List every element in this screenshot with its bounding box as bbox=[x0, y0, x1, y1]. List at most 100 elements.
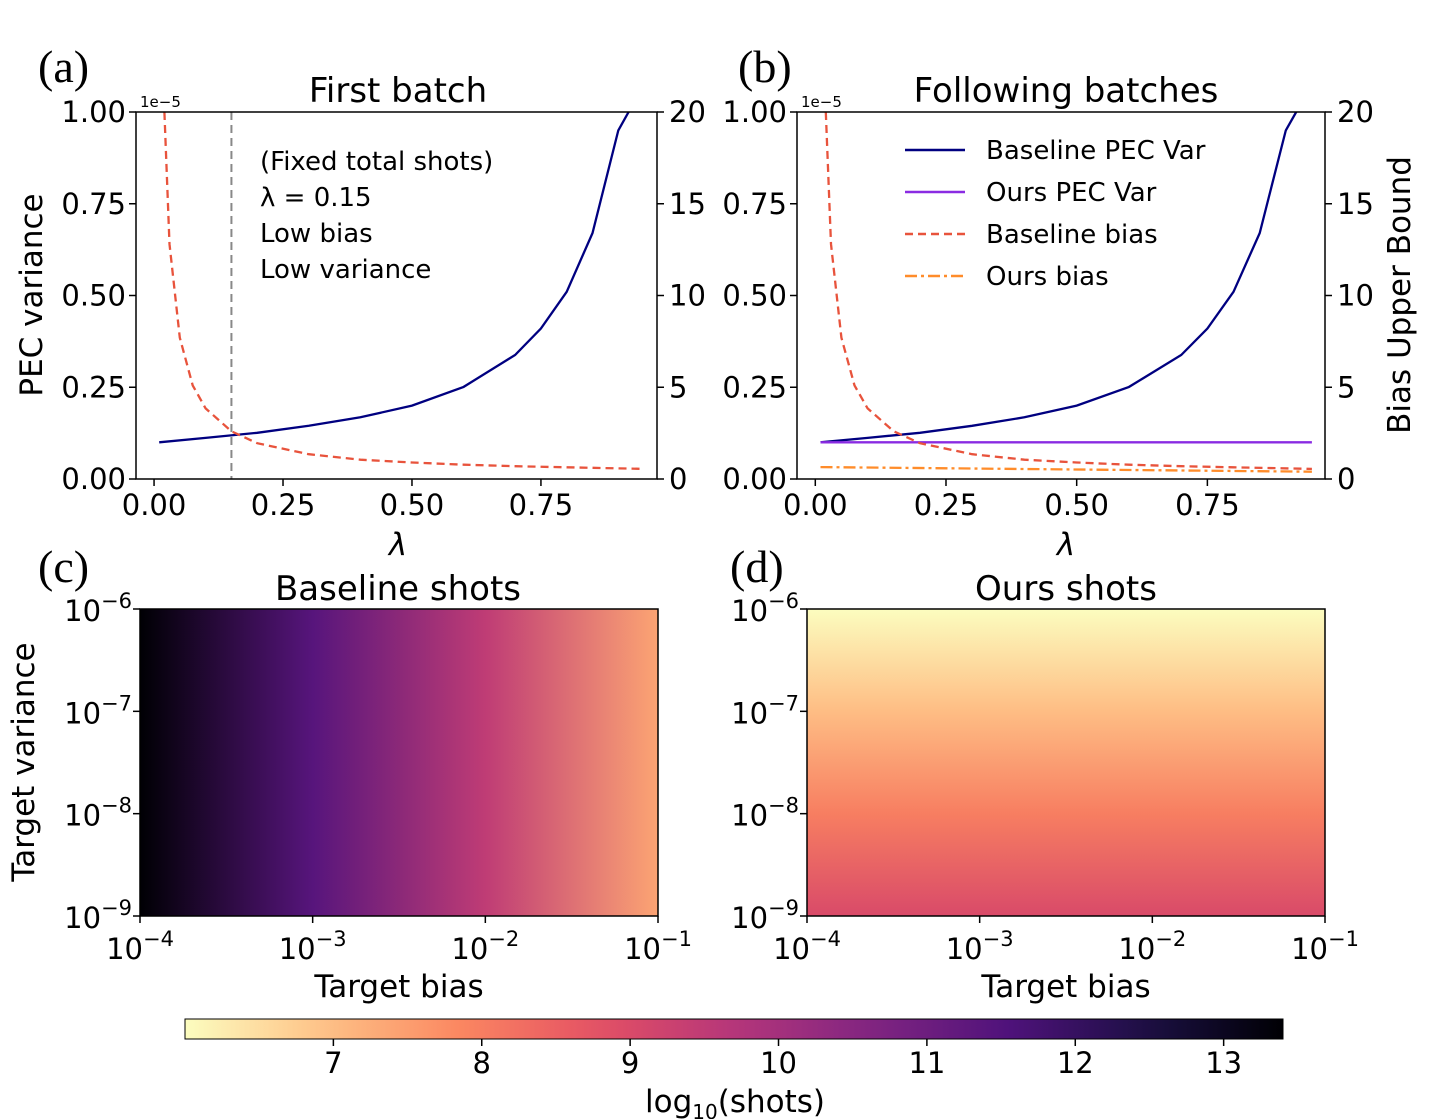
panel-c-xlabel: Target bias bbox=[313, 969, 483, 1005]
x-tick-label: 0.75 bbox=[1175, 488, 1240, 522]
log-tick-label: 10−6 bbox=[731, 589, 799, 628]
colorbar-tick-label: 11 bbox=[908, 1046, 945, 1080]
log-tick-label: 10−3 bbox=[279, 927, 347, 966]
log-tick-label: 10−2 bbox=[451, 927, 519, 966]
legend-label-ours-bias: Ours bias bbox=[986, 262, 1109, 292]
y-right-tick-label: 20 bbox=[1337, 95, 1374, 129]
y-right-tick-label: 0 bbox=[669, 462, 687, 496]
legend: Baseline PEC Var Ours PEC Var Baseline b… bbox=[905, 136, 1206, 292]
panel-a-series bbox=[159, 112, 645, 471]
y-tick-label: 0.75 bbox=[61, 187, 126, 221]
y-right-tick-label: 20 bbox=[669, 95, 706, 129]
y-tick-label: 0.25 bbox=[722, 370, 787, 404]
y-right-tick-label: 15 bbox=[669, 187, 706, 221]
y-tick-label: 0.00 bbox=[722, 462, 787, 496]
y-tick-label: 1.00 bbox=[722, 95, 787, 129]
panel-d-letter: (d) bbox=[730, 541, 784, 592]
log-tick-label: 10−3 bbox=[946, 927, 1014, 966]
panel-a-ticks: 0.00 0.25 0.50 0.75 0.00 0.25 0.50 0.75 1.00 0 5 10… bbox=[61, 95, 705, 522]
y-right-tick-label: 15 bbox=[1337, 187, 1374, 221]
panel-a-xlabel: λ bbox=[387, 527, 407, 563]
x-tick-label: 0.50 bbox=[380, 488, 445, 522]
log-tick-label: 10−4 bbox=[106, 927, 174, 966]
series-line-3 bbox=[820, 465, 1312, 473]
y-tick-label: 0.50 bbox=[722, 279, 787, 313]
baseline-heatmap bbox=[140, 609, 658, 916]
legend-label-baseline-var: Baseline PEC Var bbox=[986, 136, 1206, 166]
series-line-2 bbox=[824, 112, 1312, 471]
annotation-line-4: Low variance bbox=[260, 255, 431, 285]
panel-b-ticks: 0.00 0.25 0.50 0.75 0.00 0.25 0.50 0.75 1.00 0 5 10… bbox=[722, 95, 1373, 522]
panel-b: 0.00 0.25 0.50 0.75 0.00 0.25 0.50 0.75 1.00 0 5 10… bbox=[722, 93, 1418, 563]
y-tick-label: 0.50 bbox=[61, 279, 126, 313]
colorbar: 7 8 9 10 11 12 13 log10(shots) bbox=[184, 1018, 1284, 1119]
panel-d-frame bbox=[806, 608, 1326, 917]
panel-b-series bbox=[820, 112, 1312, 473]
colorbar-tick-label: 12 bbox=[1057, 1046, 1094, 1080]
panel-b-xlabel: λ bbox=[1055, 527, 1075, 563]
colorbar-tick-label: 7 bbox=[324, 1046, 342, 1080]
x-tick-label: 0.25 bbox=[251, 488, 316, 522]
annotation-line-1: (Fixed total shots) bbox=[260, 147, 493, 177]
log-tick-label: 10−9 bbox=[64, 896, 132, 935]
panel-b-frame bbox=[796, 111, 1326, 480]
panel-b-title: Following batches bbox=[914, 71, 1219, 111]
log-tick-label: 10−1 bbox=[1291, 927, 1359, 966]
panel-a-offset: 1e−5 bbox=[140, 93, 181, 111]
panel-c-frame bbox=[139, 608, 659, 917]
legend-label-ours-var: Ours PEC Var bbox=[986, 178, 1157, 208]
y-right-tick-label: 0 bbox=[1337, 462, 1355, 496]
series-line-0 bbox=[820, 112, 1298, 444]
panel-d-title: Ours shots bbox=[975, 569, 1157, 609]
panel-a: 0.00 0.25 0.50 0.75 0.00 0.25 0.50 0.75 1.00 0 5 10… bbox=[14, 93, 706, 563]
panel-d: 10−4 10−3 10−2 10−1 10−9 10−8 10−7 10−6 Target … bbox=[731, 589, 1359, 1005]
log-tick-label: 10−4 bbox=[773, 927, 841, 966]
log-tick-label: 10−6 bbox=[64, 589, 132, 628]
panel-d-xlabel: Target bias bbox=[980, 969, 1150, 1005]
log-tick-label: 10−7 bbox=[731, 691, 799, 730]
colorbar-tick-label: 8 bbox=[473, 1046, 491, 1080]
series-line-0 bbox=[159, 112, 630, 444]
log-tick-label: 10−8 bbox=[731, 794, 799, 833]
panel-b-offset: 1e−5 bbox=[801, 93, 842, 111]
colorbar-ticks: 7 8 9 10 11 12 13 bbox=[324, 1039, 1242, 1080]
colorbar-tick-label: 13 bbox=[1205, 1046, 1242, 1080]
y-tick-label: 0.75 bbox=[722, 187, 787, 221]
x-tick-label: 0.25 bbox=[914, 488, 979, 522]
annotation-line-3: Low bias bbox=[260, 219, 373, 249]
panel-c-ylabel: Target variance bbox=[6, 642, 42, 882]
panel-a-letter: (a) bbox=[38, 41, 89, 92]
x-tick-label: 0.00 bbox=[122, 488, 187, 522]
panel-d-ticks: 10−4 10−3 10−2 10−1 10−9 10−8 10−7 10−6 bbox=[731, 589, 1359, 966]
y-right-tick-label: 5 bbox=[1337, 370, 1355, 404]
y-tick-label: 0.00 bbox=[61, 462, 126, 496]
panel-a-title: First batch bbox=[309, 71, 487, 111]
x-tick-label: 0.75 bbox=[509, 488, 574, 522]
y-right-tick-label: 10 bbox=[1337, 279, 1374, 313]
log-tick-label: 10−9 bbox=[731, 896, 799, 935]
log-tick-label: 10−8 bbox=[64, 794, 132, 833]
y-tick-label: 1.00 bbox=[61, 95, 126, 129]
legend-label-baseline-bias: Baseline bias bbox=[986, 220, 1158, 250]
log-tick-label: 10−2 bbox=[1118, 927, 1186, 966]
y-tick-label: 0.25 bbox=[61, 370, 126, 404]
annotation-line-2: λ = 0.15 bbox=[260, 183, 372, 213]
x-tick-label: 0.00 bbox=[783, 488, 848, 522]
panel-b-letter: (b) bbox=[738, 41, 792, 92]
y-right-tick-label: 5 bbox=[669, 370, 687, 404]
panel-b-ylabel-right: Bias Upper Bound bbox=[1382, 156, 1418, 434]
ours-heatmap bbox=[807, 609, 1325, 916]
colorbar-tick-label: 10 bbox=[760, 1046, 797, 1080]
panel-c: 10−4 10−3 10−2 10−1 10−9 10−8 10−7 10−6 Target … bbox=[6, 589, 692, 1005]
panel-c-letter: (c) bbox=[38, 541, 89, 592]
colorbar-label: log10(shots) bbox=[645, 1084, 825, 1119]
x-tick-label: 0.50 bbox=[1044, 488, 1109, 522]
panel-a-ylabel: PEC variance bbox=[14, 193, 50, 396]
panel-c-title: Baseline shots bbox=[275, 569, 521, 609]
colorbar-bar bbox=[184, 1018, 1284, 1040]
colorbar-tick-label: 9 bbox=[621, 1046, 639, 1080]
y-right-tick-label: 10 bbox=[669, 279, 706, 313]
series-line-1 bbox=[163, 112, 645, 471]
panel-c-ticks: 10−4 10−3 10−2 10−1 10−9 10−8 10−7 10−6 bbox=[64, 589, 692, 966]
